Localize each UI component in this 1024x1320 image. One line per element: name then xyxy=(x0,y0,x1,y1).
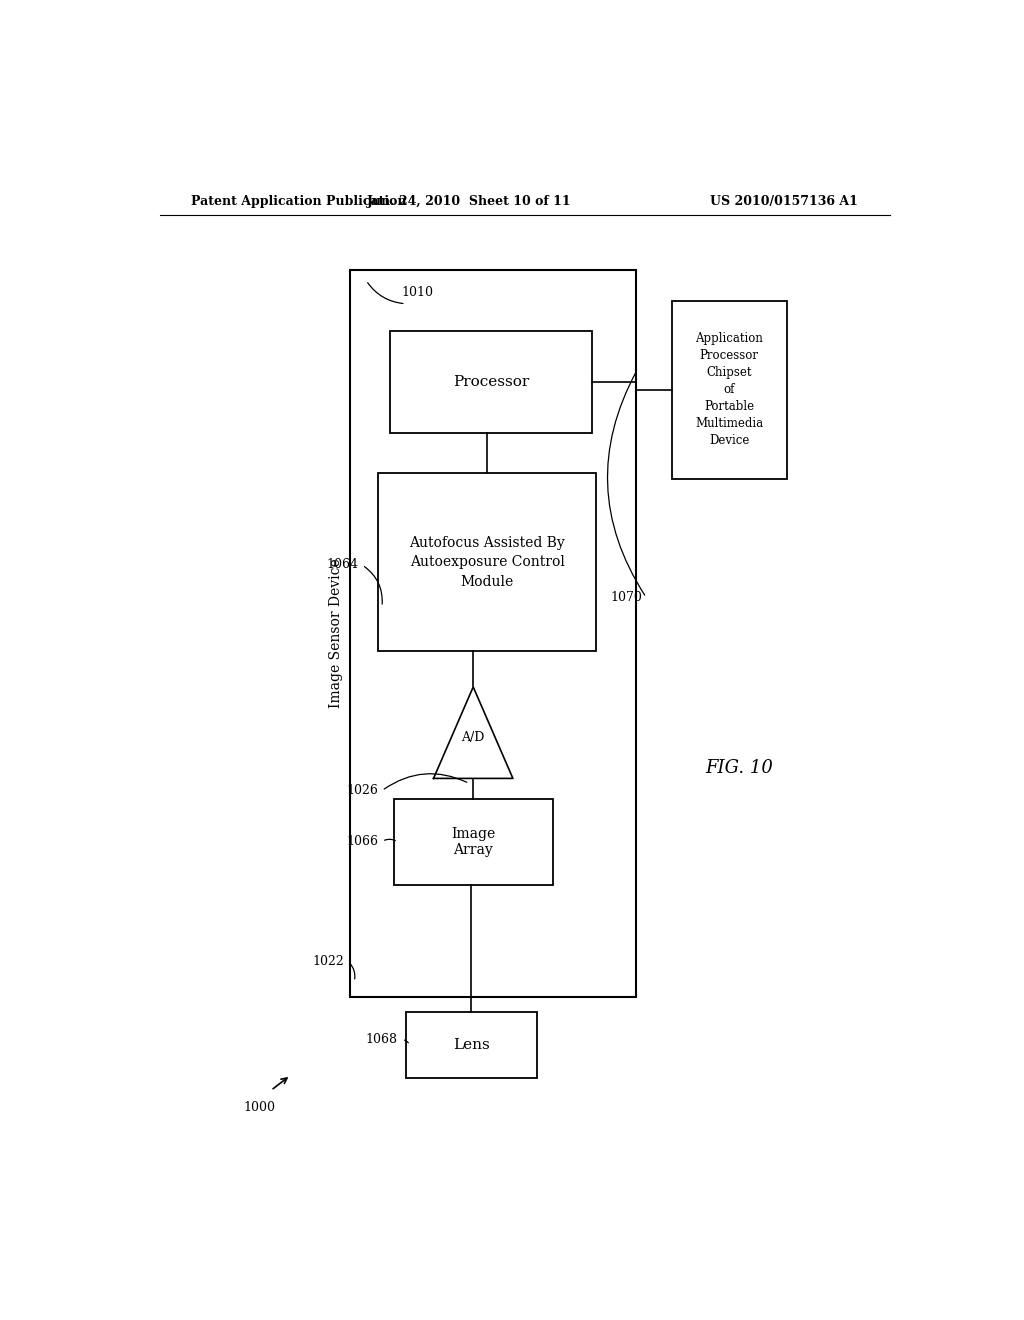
Text: Processor: Processor xyxy=(453,375,529,389)
Text: Autofocus Assisted By
Autoexposure Control
Module: Autofocus Assisted By Autoexposure Contr… xyxy=(410,536,565,589)
Text: 1068: 1068 xyxy=(366,1034,397,1047)
Text: Lens: Lens xyxy=(453,1039,489,1052)
Bar xyxy=(390,331,592,433)
Text: 1000: 1000 xyxy=(243,1101,274,1114)
Bar xyxy=(406,1012,537,1078)
Text: A/D: A/D xyxy=(462,731,485,743)
Text: 1066: 1066 xyxy=(346,836,378,847)
Text: FIG. 10: FIG. 10 xyxy=(706,759,773,777)
Text: 1026: 1026 xyxy=(346,784,378,797)
Text: 1010: 1010 xyxy=(401,285,434,298)
Bar xyxy=(394,799,553,886)
Text: 1022: 1022 xyxy=(312,954,344,968)
Text: 1070: 1070 xyxy=(610,591,642,605)
Text: Image Sensor Device: Image Sensor Device xyxy=(329,558,343,709)
Bar xyxy=(672,301,786,479)
Text: US 2010/0157136 A1: US 2010/0157136 A1 xyxy=(711,194,858,207)
Text: Patent Application Publication: Patent Application Publication xyxy=(191,194,407,207)
Polygon shape xyxy=(433,686,513,779)
Bar xyxy=(378,474,596,651)
Text: Image
Array: Image Array xyxy=(452,826,496,857)
Text: 1064: 1064 xyxy=(326,558,358,572)
Text: Jun. 24, 2010  Sheet 10 of 11: Jun. 24, 2010 Sheet 10 of 11 xyxy=(367,194,571,207)
Text: Application
Processor
Chipset
of
Portable
Multimedia
Device: Application Processor Chipset of Portabl… xyxy=(695,333,763,447)
Bar xyxy=(350,271,636,997)
